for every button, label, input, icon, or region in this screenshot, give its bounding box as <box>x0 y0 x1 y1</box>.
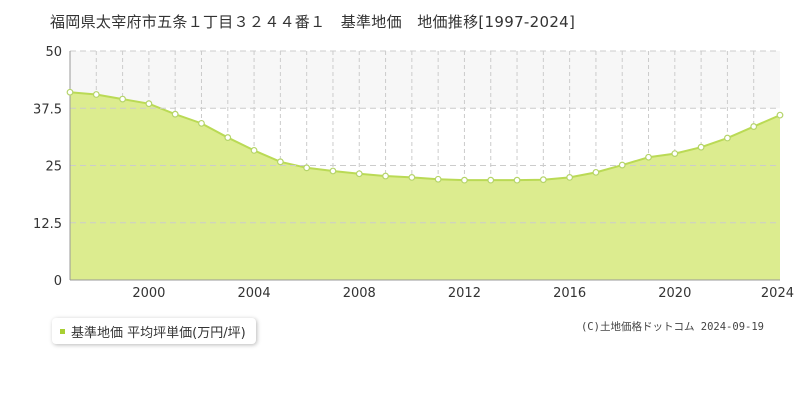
data-point <box>276 158 284 166</box>
data-point <box>145 100 153 108</box>
data-point <box>566 174 574 181</box>
data-point <box>250 146 258 154</box>
chart-title: 福岡県太宰府市五条１丁目３２４４番１ 基準地価 地価推移[1997-2024] <box>50 13 576 31</box>
data-point <box>539 176 547 184</box>
data-point <box>592 168 600 176</box>
tick-labels-layer: 0 12.5 25 37.5 50 2000 2004 2008 2012 2016 2020 202… <box>33 45 794 301</box>
data-point <box>303 164 311 172</box>
data-point <box>382 172 389 180</box>
data-point <box>461 176 468 184</box>
data-point <box>750 123 758 130</box>
x-tick-label: 2016 <box>553 286 586 301</box>
area-layer <box>69 91 781 280</box>
data-point <box>645 153 652 161</box>
legend-swatch <box>60 328 65 334</box>
data-point <box>671 150 679 157</box>
legend[interactable]: 基準地価 平均坪単価(万円/坪) <box>52 318 256 344</box>
x-tick-label: 2024 <box>761 286 794 301</box>
horizontal-grid-layer <box>70 50 780 224</box>
data-point <box>513 176 521 184</box>
data-point <box>487 176 495 184</box>
data-point <box>618 161 626 169</box>
x-tick-label: 2000 <box>132 286 165 301</box>
data-point <box>92 91 100 98</box>
y-tick-label: 12.5 <box>33 217 62 232</box>
data-point <box>434 175 442 183</box>
data-point <box>198 119 205 127</box>
copyright: (C)土地価格ドットコム 2024-09-19 <box>580 321 764 333</box>
y-tick-label: 0 <box>54 274 62 289</box>
x-tick-label: 2004 <box>238 286 271 301</box>
data-point <box>408 174 416 181</box>
upper-band <box>70 51 780 109</box>
data-point <box>66 88 74 96</box>
data-point <box>224 134 232 141</box>
upper-band-layer <box>70 51 780 109</box>
x-tick-label: 2012 <box>448 286 481 301</box>
x-tick-label: 2020 <box>658 286 691 301</box>
y-tick-label: 37.5 <box>33 102 62 117</box>
data-point <box>697 143 705 151</box>
legend-label: 基準地価 平均坪単価(万円/坪) <box>71 325 246 341</box>
series-area <box>70 92 780 280</box>
x-tick-label: 2008 <box>343 286 376 301</box>
data-point <box>329 167 337 175</box>
data-point <box>355 170 363 178</box>
series-line <box>69 91 781 182</box>
y-tick-label: 25 <box>45 160 62 175</box>
data-point <box>119 95 126 103</box>
data-point <box>171 110 179 118</box>
y-tick-label: 50 <box>45 45 62 60</box>
data-point <box>724 134 731 142</box>
data-point <box>776 111 784 119</box>
points-layer <box>66 88 784 184</box>
